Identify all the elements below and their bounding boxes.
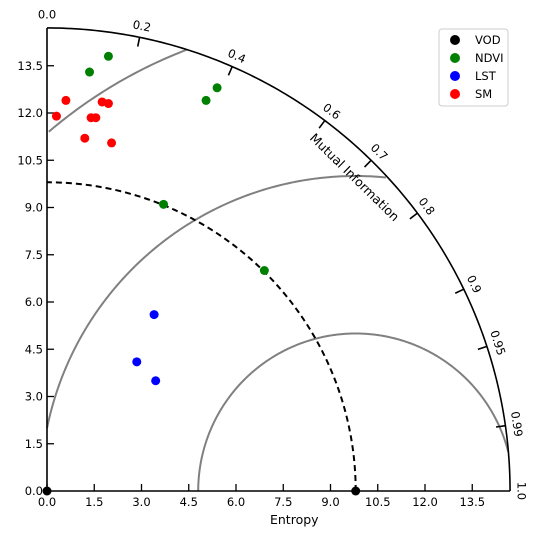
sm-point	[91, 113, 101, 123]
ndvi-point	[201, 95, 211, 105]
ndvi-point	[212, 83, 222, 93]
y-tick-label: 12.0	[17, 106, 43, 120]
ndvi-point	[159, 199, 169, 209]
reference-std-arc	[46, 181, 357, 492]
y-tick-label: 13.5	[17, 59, 43, 73]
lst-point	[149, 310, 159, 320]
corr-tick-mark	[477, 345, 488, 351]
y-tick-label: 3.0	[25, 390, 43, 404]
corr-tick-mark	[136, 37, 141, 47]
legend-label-vod: VOD	[475, 33, 501, 47]
y-tick-label: 9.0	[25, 201, 43, 215]
corr-tick-label: 0.4	[226, 46, 248, 66]
grid-layer	[46, 48, 510, 492]
legend-marker-sm	[450, 89, 460, 99]
legend-box	[438, 28, 509, 107]
corr-tick-mark	[409, 212, 418, 220]
corr-tick-label: 0.99	[508, 410, 525, 437]
sm-point	[51, 111, 61, 121]
y-tick-label: 6.0	[25, 295, 43, 309]
vod-point	[42, 486, 52, 496]
x-tick-label: 0.0	[38, 495, 56, 509]
y-tick-label: 4.5	[25, 342, 43, 356]
corr-tick-mark	[363, 159, 372, 168]
corr-tick-label: 0.9	[464, 273, 485, 296]
correlation-arc	[46, 27, 511, 492]
legend-label-sm: SM	[475, 87, 492, 101]
x-tick-label: 4.5	[180, 495, 198, 509]
x-tick-label: 7.5	[274, 495, 292, 509]
legend-marker-vod	[450, 35, 460, 45]
y-tick-label: 1.5	[25, 437, 43, 451]
legend-marker-lst	[450, 71, 460, 81]
corr-tick-label: 1.0	[515, 482, 529, 500]
x-tick-label: 3.0	[132, 495, 150, 509]
corr-tick-mark	[454, 288, 465, 295]
sm-point	[80, 133, 90, 143]
x-tick-label: 13.5	[459, 495, 485, 509]
x-axis-label: Entropy	[270, 512, 319, 527]
y-tick-label: 0.0	[25, 484, 43, 498]
x-tick-label: 12.0	[412, 495, 438, 509]
corr-tick-label: 0.2	[132, 17, 153, 34]
x-tick-label: 1.5	[85, 495, 103, 509]
vod-point	[351, 486, 361, 496]
y-tick-label: 7.5	[25, 248, 43, 262]
sm-point	[103, 99, 113, 109]
ndvi-point	[259, 266, 269, 275]
corr-tick-mark	[227, 66, 233, 76]
rms-contour-0	[197, 332, 510, 492]
sm-point	[107, 138, 117, 148]
x-tick-label: 10.5	[365, 495, 391, 509]
legend-marker-ndvi	[450, 53, 460, 63]
ndvi-point	[85, 67, 95, 77]
corr-tick-label: 0.0	[38, 7, 56, 21]
legend-label-ndvi: NDVI	[475, 51, 504, 65]
tick-layer: 0.0 1.5 3.0 4.5 6.0 7.5 9.0 10.5 12.0 13.5 0.0 1.5 3…	[17, 7, 528, 509]
y-tick-label: 10.5	[17, 153, 43, 167]
x-tick-label: 9.0	[321, 495, 339, 509]
sm-point	[61, 95, 71, 105]
lst-point	[151, 376, 161, 386]
data-points	[42, 51, 361, 496]
lst-point	[132, 357, 142, 367]
ndvi-point	[103, 51, 113, 61]
axes-frame	[46, 27, 511, 492]
rms-contour-1	[46, 174, 386, 429]
corr-tick-mark	[495, 424, 506, 428]
x-tick-label: 6.0	[227, 495, 245, 509]
rms-contour-2	[48, 48, 187, 133]
corr-tick-label: 0.95	[487, 328, 508, 357]
legend-label-lst: LST	[475, 69, 497, 83]
legend: VOD NDVI LST SM	[438, 28, 509, 107]
corr-tick-mark	[318, 120, 326, 129]
